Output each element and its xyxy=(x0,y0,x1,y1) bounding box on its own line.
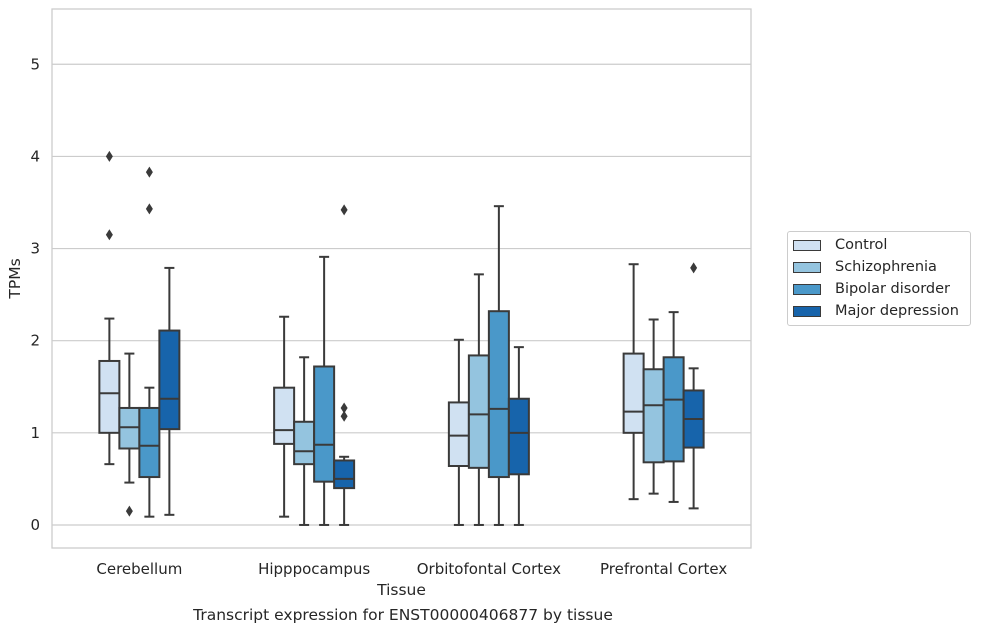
x-tick-label: Prefrontal Cortex xyxy=(600,560,727,578)
box-group xyxy=(642,318,665,495)
outlier-point xyxy=(145,166,153,178)
y-tick-label: 3 xyxy=(30,240,40,258)
y-tick-label: 5 xyxy=(30,55,40,73)
box xyxy=(333,459,356,490)
box-group xyxy=(333,204,356,526)
box-group xyxy=(682,262,705,510)
outlier-point xyxy=(340,402,348,414)
y-tick-label: 0 xyxy=(30,516,40,534)
box xyxy=(273,386,296,445)
box-group xyxy=(447,338,470,526)
box xyxy=(313,365,336,483)
y-tick-label: 2 xyxy=(30,332,40,350)
legend-swatch-major-depression xyxy=(793,305,821,317)
legend: Control Schizophrenia Bipolar disorder M… xyxy=(787,231,971,326)
legend-swatch-bipolar-disorder xyxy=(793,283,821,295)
legend-item-major-depression: Major depression xyxy=(793,301,959,321)
x-tick-label: Hipppocampus xyxy=(258,560,370,578)
box xyxy=(293,420,316,466)
outlier-point xyxy=(145,203,153,215)
box xyxy=(642,368,665,464)
box-group xyxy=(487,205,510,526)
legend-label-schizophrenia: Schizophrenia xyxy=(835,259,937,275)
y-tick-label: 4 xyxy=(30,147,40,165)
legend-label-major-depression: Major depression xyxy=(835,303,959,319)
legend-item-schizophrenia: Schizophrenia xyxy=(793,257,937,277)
box-group xyxy=(313,255,336,526)
legend-swatch-schizophrenia xyxy=(793,261,821,273)
box xyxy=(507,397,530,476)
box xyxy=(138,406,161,479)
box xyxy=(467,354,490,469)
x-axis-label: Tissue xyxy=(376,581,426,599)
figure-caption: Transcript expression for ENST0000040687… xyxy=(193,606,613,624)
box xyxy=(98,359,121,434)
x-tick-label: Orbitofontal Cortex xyxy=(417,560,561,578)
box-group xyxy=(622,263,645,501)
box xyxy=(447,401,470,467)
box-group xyxy=(662,311,685,503)
legend-label-bipolar-disorder: Bipolar disorder xyxy=(835,281,950,297)
legend-label-control: Control xyxy=(835,237,888,253)
outlier-point xyxy=(690,262,698,274)
box-group xyxy=(467,273,490,526)
legend-item-control: Control xyxy=(793,235,887,255)
box-group xyxy=(293,356,316,526)
box-group xyxy=(158,266,181,516)
box-group xyxy=(138,166,161,518)
y-axis-label: TPMs xyxy=(6,258,24,299)
y-tick-label: 1 xyxy=(30,424,40,442)
x-tick-label: Cerebellum xyxy=(96,560,182,578)
outlier-point xyxy=(340,410,348,422)
outlier-point xyxy=(125,505,133,517)
box xyxy=(622,352,645,434)
legend-item-bipolar-disorder: Bipolar disorder xyxy=(793,279,950,299)
outlier-point xyxy=(105,229,113,241)
box-series xyxy=(98,150,705,526)
outlier-point xyxy=(340,204,348,216)
box-group xyxy=(273,315,296,518)
y-tick-labels: 0 1 2 3 4 5 xyxy=(30,55,40,534)
legend-swatch-control xyxy=(793,239,821,251)
box-group xyxy=(507,346,530,526)
box xyxy=(158,329,181,431)
box-group xyxy=(98,150,121,466)
plot-area-frame xyxy=(51,8,752,549)
box xyxy=(487,310,510,479)
x-tick-labels: Cerebellum Hipppocampus Orbitofontal Corte… xyxy=(96,560,727,578)
box-group xyxy=(118,352,141,517)
outlier-point xyxy=(105,150,113,162)
box xyxy=(662,356,685,463)
